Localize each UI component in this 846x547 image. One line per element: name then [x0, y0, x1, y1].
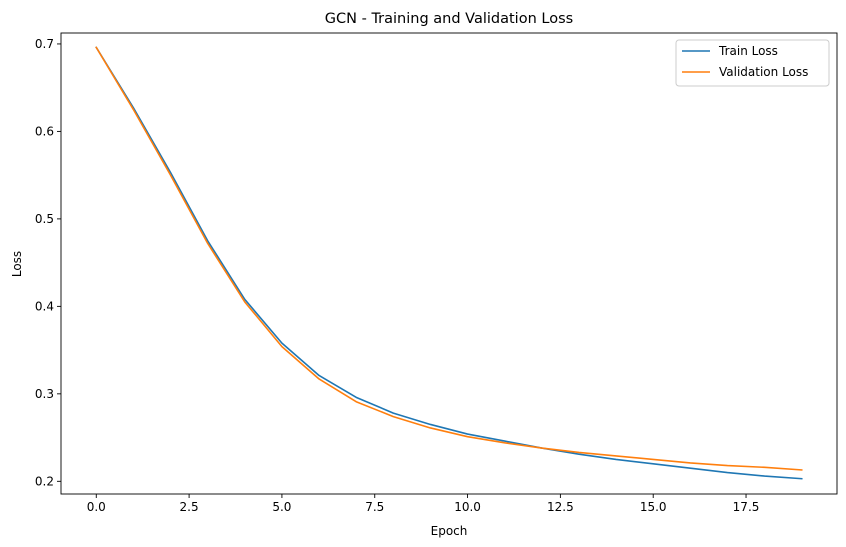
legend-box [675, 39, 830, 87]
y-tick-label: 0.7 [35, 37, 54, 51]
y-tick-label: 0.2 [35, 474, 54, 488]
plot-frame [60, 32, 838, 495]
y-tick-label: 0.4 [35, 299, 54, 313]
legend: Train Loss Validation Loss [675, 39, 830, 87]
x-tick-label: 17.5 [733, 500, 760, 514]
y-axis-label: Loss [10, 251, 24, 277]
series-line-1 [95, 46, 803, 471]
legend-label-0: Train Loss [718, 44, 778, 58]
x-tick-label: 12.5 [547, 500, 574, 514]
x-tick-label: 7.5 [365, 500, 384, 514]
x-tick-label: 2.5 [180, 500, 199, 514]
y-tick-label: 0.5 [35, 212, 54, 226]
chart-title: GCN - Training and Validation Loss [325, 11, 573, 27]
x-axis-label: Epoch [431, 524, 468, 538]
y-tick-label: 0.6 [35, 124, 54, 138]
legend-label-1: Validation Loss [719, 65, 808, 79]
x-tick-label: 5.0 [272, 500, 291, 514]
x-tick-label: 0.0 [87, 500, 106, 514]
series-line-0 [95, 46, 803, 480]
y-tick-label: 0.3 [35, 387, 54, 401]
x-tick-label: 10.0 [454, 500, 481, 514]
plot-area: 0.0 2.5 5.0 7.5 10.0 12.5 15.0 17.5 0.2 0.3 0.4 0.5… [35, 32, 838, 514]
x-tick-label: 15.0 [640, 500, 667, 514]
